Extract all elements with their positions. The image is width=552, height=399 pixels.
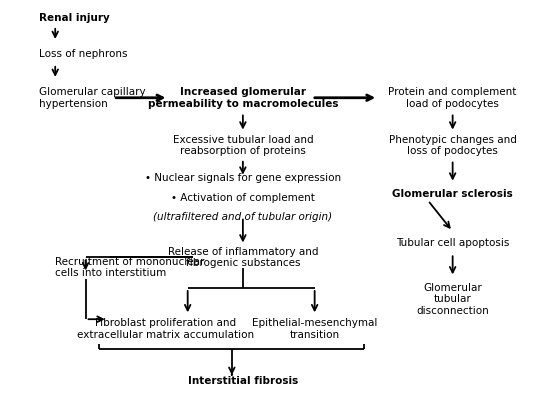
Text: Release of inflammatory and
fibrogenic substances: Release of inflammatory and fibrogenic s… xyxy=(168,247,318,268)
Text: Renal injury: Renal injury xyxy=(39,13,109,23)
Text: Glomerular sclerosis: Glomerular sclerosis xyxy=(392,188,513,199)
Text: Tubular cell apoptosis: Tubular cell apoptosis xyxy=(396,238,509,249)
Text: Epithelial-mesenchymal
transition: Epithelial-mesenchymal transition xyxy=(252,318,378,340)
Text: Phenotypic changes and
loss of podocytes: Phenotypic changes and loss of podocytes xyxy=(389,135,517,156)
Text: Glomerular
tubular
disconnection: Glomerular tubular disconnection xyxy=(416,282,489,316)
Text: • Nuclear signals for gene expression: • Nuclear signals for gene expression xyxy=(145,173,341,184)
Text: Increased glomerular
permeability to macromolecules: Increased glomerular permeability to mac… xyxy=(147,87,338,109)
Text: Protein and complement
load of podocytes: Protein and complement load of podocytes xyxy=(389,87,517,109)
Text: Fibroblast proliferation and
extracellular matrix accumulation: Fibroblast proliferation and extracellul… xyxy=(77,318,254,340)
Text: Excessive tubular load and
reabsorption of proteins: Excessive tubular load and reabsorption … xyxy=(173,135,313,156)
Text: Glomerular capillary
hypertension: Glomerular capillary hypertension xyxy=(39,87,145,109)
Text: Recruitment of mononuclear
cells into interstitium: Recruitment of mononuclear cells into in… xyxy=(55,257,205,278)
Text: Interstitial fibrosis: Interstitial fibrosis xyxy=(188,376,298,386)
Text: (ultrafiltered and of tubular origin): (ultrafiltered and of tubular origin) xyxy=(153,211,332,222)
Text: Loss of nephrons: Loss of nephrons xyxy=(39,49,127,59)
Text: • Activation of complement: • Activation of complement xyxy=(171,192,315,203)
